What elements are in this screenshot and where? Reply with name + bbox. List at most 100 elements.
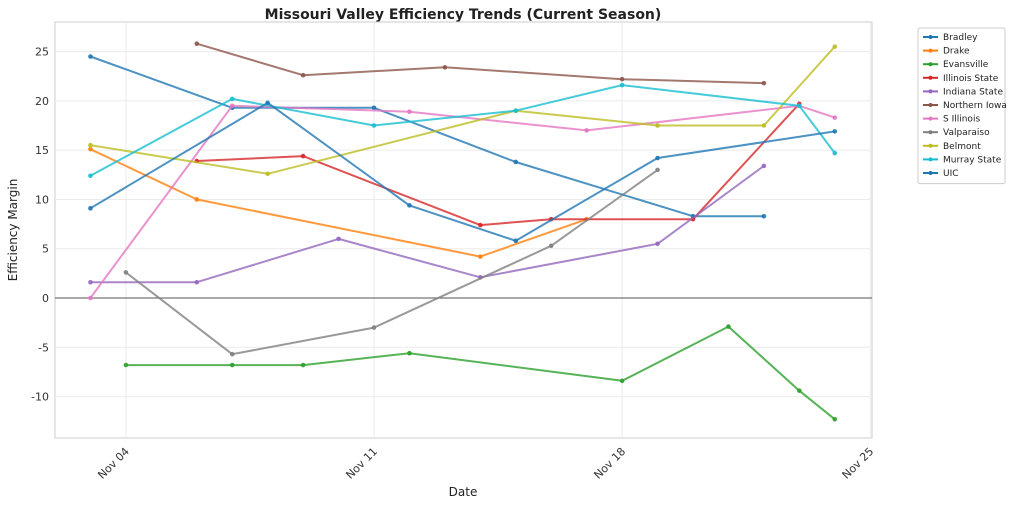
data-point: [123, 362, 129, 368]
data-point: [300, 72, 306, 78]
data-point: [194, 279, 200, 285]
x-tick-label: Nov 25: [840, 445, 877, 482]
data-point: [300, 153, 306, 159]
legend-label: Indiana State: [943, 87, 1003, 97]
legend-item: Murray State: [923, 155, 1002, 165]
legend-label: Valparaiso: [943, 128, 990, 138]
series-murray-state: [88, 82, 838, 179]
legend-item: Drake: [923, 47, 970, 57]
grid: [54, 21, 873, 439]
y-tick-label: 0: [42, 292, 49, 305]
data-point: [797, 388, 802, 393]
y-tick-label: 25: [35, 46, 49, 59]
series-line: [90, 55, 764, 218]
data-point: [832, 44, 838, 49]
legend-marker: [928, 48, 933, 53]
data-point: [584, 128, 589, 133]
plot-area: [54, 21, 873, 439]
data-point: [442, 65, 448, 70]
legend-marker: [928, 62, 933, 67]
legend-marker: [928, 103, 933, 107]
legend-marker: [928, 116, 933, 121]
series-northern-iowa: [194, 41, 767, 86]
legend-item: Bradley: [923, 33, 978, 43]
data-point: [513, 159, 519, 165]
y-tick-label: 15: [35, 144, 49, 157]
series-line: [125, 325, 836, 421]
x-axis-label: Date: [449, 485, 478, 499]
data-point: [229, 96, 235, 102]
chart-title: Missouri Valley Efficiency Trends (Curre…: [265, 7, 662, 23]
data-point: [832, 129, 838, 134]
data-point: [619, 378, 625, 384]
data-point: [832, 150, 838, 156]
legend-item: UIC: [923, 169, 959, 179]
data-point: [88, 279, 93, 285]
x-tick-label: Nov 18: [591, 445, 628, 482]
data-point: [407, 109, 412, 115]
data-point: [88, 146, 93, 152]
legend-marker: [928, 89, 933, 94]
data-point: [265, 100, 270, 106]
data-point: [300, 362, 306, 368]
data-point: [619, 82, 625, 88]
data-point: [726, 324, 731, 329]
legend-label: Evansville: [943, 60, 989, 70]
series-uic: [88, 100, 838, 244]
series-line: [90, 45, 836, 175]
legend-label: S Illinois: [943, 115, 980, 125]
y-tick-label: -10: [31, 391, 49, 404]
data-point: [407, 203, 412, 208]
series-group: [88, 41, 838, 422]
data-point: [371, 105, 377, 111]
data-point: [655, 241, 660, 247]
data-point: [229, 103, 235, 109]
legend-marker: [928, 75, 933, 80]
legend-marker: [928, 171, 933, 175]
legend-marker: [928, 35, 933, 39]
legend-item: Indiana State: [923, 87, 1003, 97]
data-point: [478, 222, 483, 228]
legend-marker: [928, 157, 933, 162]
data-point: [797, 103, 802, 109]
legend-item: Belmont: [923, 142, 981, 152]
data-point: [761, 213, 767, 219]
y-tick-label: 20: [35, 95, 49, 108]
data-point: [655, 155, 660, 161]
data-point: [194, 41, 200, 46]
data-point: [88, 173, 93, 179]
legend-label: UIC: [943, 169, 959, 179]
data-point: [265, 171, 270, 177]
data-point: [619, 76, 625, 82]
x-tick-label: Nov 11: [343, 445, 380, 482]
data-point: [832, 416, 838, 422]
legend-label: Murray State: [943, 155, 1002, 165]
legend-label: Drake: [943, 47, 970, 57]
y-tick-label: 10: [35, 193, 49, 206]
series-line: [196, 103, 801, 227]
legend-item: Evansville: [923, 60, 989, 70]
series-evansville: [123, 324, 838, 422]
data-point: [194, 197, 200, 202]
x-tick-label: Nov 04: [95, 445, 132, 482]
data-point: [655, 123, 660, 128]
series-line: [89, 101, 835, 242]
legend-marker: [928, 130, 933, 135]
legend-item: Valparaiso: [923, 128, 990, 138]
legend-item: S Illinois: [923, 115, 980, 125]
legend-label: Illinois State: [943, 74, 999, 84]
data-point: [88, 295, 93, 301]
legend-box: [917, 27, 1006, 185]
legend-label: Bradley: [943, 33, 978, 43]
series-valparaiso: [123, 167, 660, 357]
legend-label: Belmont: [943, 142, 981, 152]
y-tick-label: -5: [38, 341, 49, 354]
data-point: [88, 206, 93, 211]
data-point: [123, 270, 129, 275]
data-point: [371, 123, 377, 128]
data-point: [761, 163, 767, 169]
legend-item: Illinois State: [923, 74, 999, 84]
data-point: [761, 80, 767, 86]
legend-item: Northern Iowa: [923, 101, 1007, 111]
